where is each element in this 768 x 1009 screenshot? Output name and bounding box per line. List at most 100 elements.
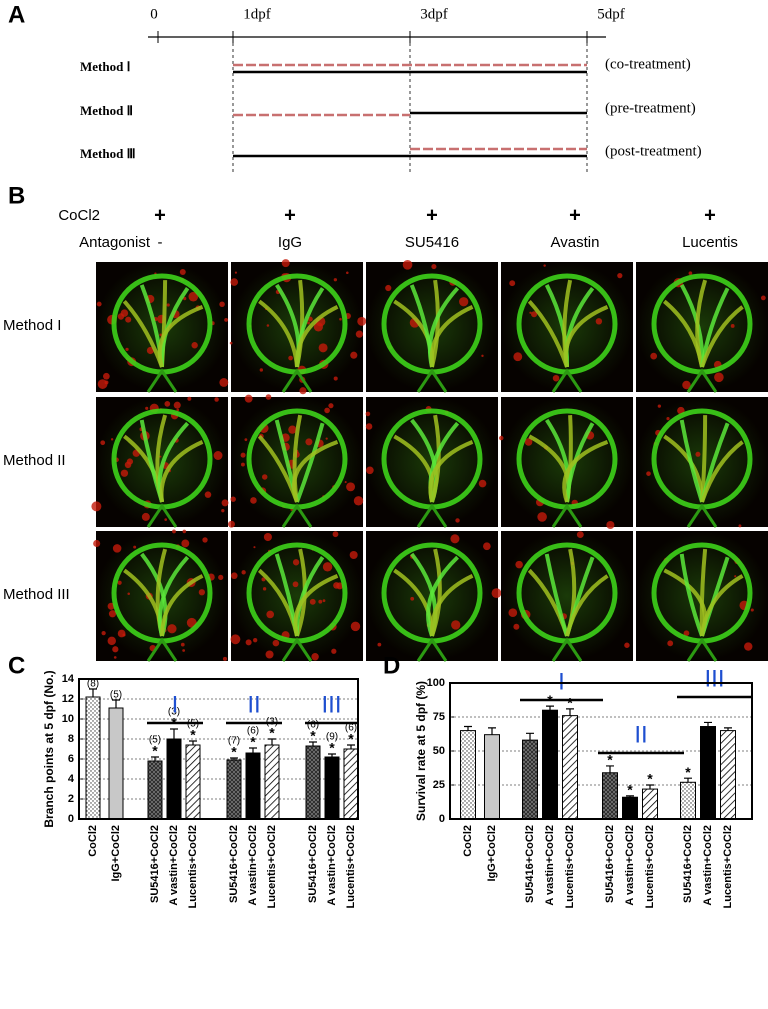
bar	[642, 788, 658, 820]
row-header: CoCl2	[58, 207, 100, 224]
significance-marker: *	[647, 771, 653, 787]
red-speck	[266, 324, 270, 327]
n-label: (5)	[149, 735, 161, 746]
error-bar	[89, 688, 97, 697]
red-speck	[172, 529, 176, 534]
red-speck	[180, 642, 185, 647]
red-speck	[325, 437, 328, 440]
red-speck	[309, 598, 316, 605]
vessel-stalk	[551, 503, 583, 528]
vessel-branch	[426, 555, 459, 637]
bar	[562, 715, 578, 820]
n-label: (3)	[168, 707, 180, 718]
x-tick-label: A vastin+CoCl2	[624, 825, 636, 906]
red-speck	[179, 268, 186, 275]
red-speck	[259, 368, 264, 372]
error-bar	[684, 777, 692, 783]
red-speck	[108, 610, 117, 618]
red-speck	[112, 646, 119, 653]
x-tick-label: CoCl2	[87, 825, 99, 857]
significance-marker: *	[685, 764, 691, 780]
y-tick-label: 75	[433, 711, 445, 723]
red-speck	[515, 560, 523, 569]
red-speck	[262, 587, 267, 591]
x-tick-label: Lucentis+CoCl2	[722, 825, 734, 908]
red-speck	[385, 284, 392, 292]
red-speck	[110, 438, 114, 441]
timeline-label: 0	[150, 6, 158, 22]
red-speck	[481, 354, 484, 358]
red-speck	[455, 518, 460, 523]
vessel-branch	[430, 548, 442, 637]
red-speck	[117, 580, 122, 585]
red-speck	[695, 451, 701, 457]
red-speck	[182, 649, 186, 652]
group-label: I	[172, 691, 179, 718]
method-name: Method Ⅲ	[80, 146, 136, 161]
vessel-branch	[700, 440, 744, 503]
x-tick-label: Lucentis+CoCl2	[187, 825, 199, 908]
micrograph	[636, 262, 768, 393]
red-speck	[431, 264, 437, 270]
bar	[185, 744, 201, 820]
red-speck	[145, 406, 149, 410]
red-speck	[531, 311, 538, 318]
red-speck	[377, 642, 382, 647]
red-speck	[103, 372, 110, 380]
group-label: II	[247, 691, 260, 718]
red-speck	[346, 482, 356, 492]
red-speck	[244, 394, 253, 403]
red-speck	[292, 581, 299, 588]
n-label: (6)	[307, 720, 319, 731]
error-bar	[566, 708, 574, 716]
red-speck	[262, 474, 268, 480]
red-speck	[253, 546, 256, 549]
method-name: Method Ⅱ	[80, 103, 133, 118]
micrograph	[501, 262, 633, 393]
plot-frame	[78, 678, 359, 820]
bar	[226, 759, 242, 820]
red-speck	[213, 451, 223, 460]
bar	[602, 772, 618, 820]
error-bar	[646, 784, 654, 790]
red-speck	[730, 324, 735, 328]
cocl2-sign: +	[569, 204, 581, 226]
n-label: (9)	[326, 732, 338, 743]
vessel-branch	[430, 279, 440, 368]
error-bar	[347, 744, 355, 749]
timeline-label: 1dpf	[243, 6, 271, 22]
error-bar	[170, 728, 178, 739]
red-speck	[349, 550, 358, 560]
cocl2-sign: +	[284, 204, 296, 226]
x-tick-label: A vastin+CoCl2	[326, 825, 338, 906]
vessel-branch	[295, 422, 325, 503]
red-speck	[214, 397, 219, 402]
red-speck	[272, 639, 280, 647]
antagonist-name: Lucentis	[682, 234, 738, 251]
red-speck	[332, 531, 339, 538]
vessel-stalk	[281, 503, 313, 528]
red-speck	[491, 588, 502, 599]
vessel-branch	[429, 574, 474, 637]
red-speck	[266, 610, 275, 619]
vessel-branch	[291, 439, 339, 503]
red-speck	[402, 259, 413, 270]
error-bar	[626, 795, 634, 798]
vessel-branch	[700, 305, 744, 368]
y-tick-label: 25	[433, 779, 445, 791]
bar	[166, 738, 182, 820]
bar	[343, 748, 359, 820]
red-speck	[682, 380, 691, 390]
n-label: (6)	[247, 726, 259, 737]
error-bar	[268, 738, 276, 745]
x-tick-label: Lucentis+CoCl2	[266, 825, 278, 908]
red-speck	[91, 501, 102, 512]
significance-marker: *	[567, 695, 573, 711]
red-speck	[221, 499, 229, 507]
n-label: (7)	[228, 736, 240, 747]
micrograph	[229, 259, 367, 395]
red-speck	[176, 408, 180, 412]
vessel-stalk	[146, 368, 178, 393]
red-speck	[240, 462, 245, 467]
red-speck	[365, 423, 373, 430]
